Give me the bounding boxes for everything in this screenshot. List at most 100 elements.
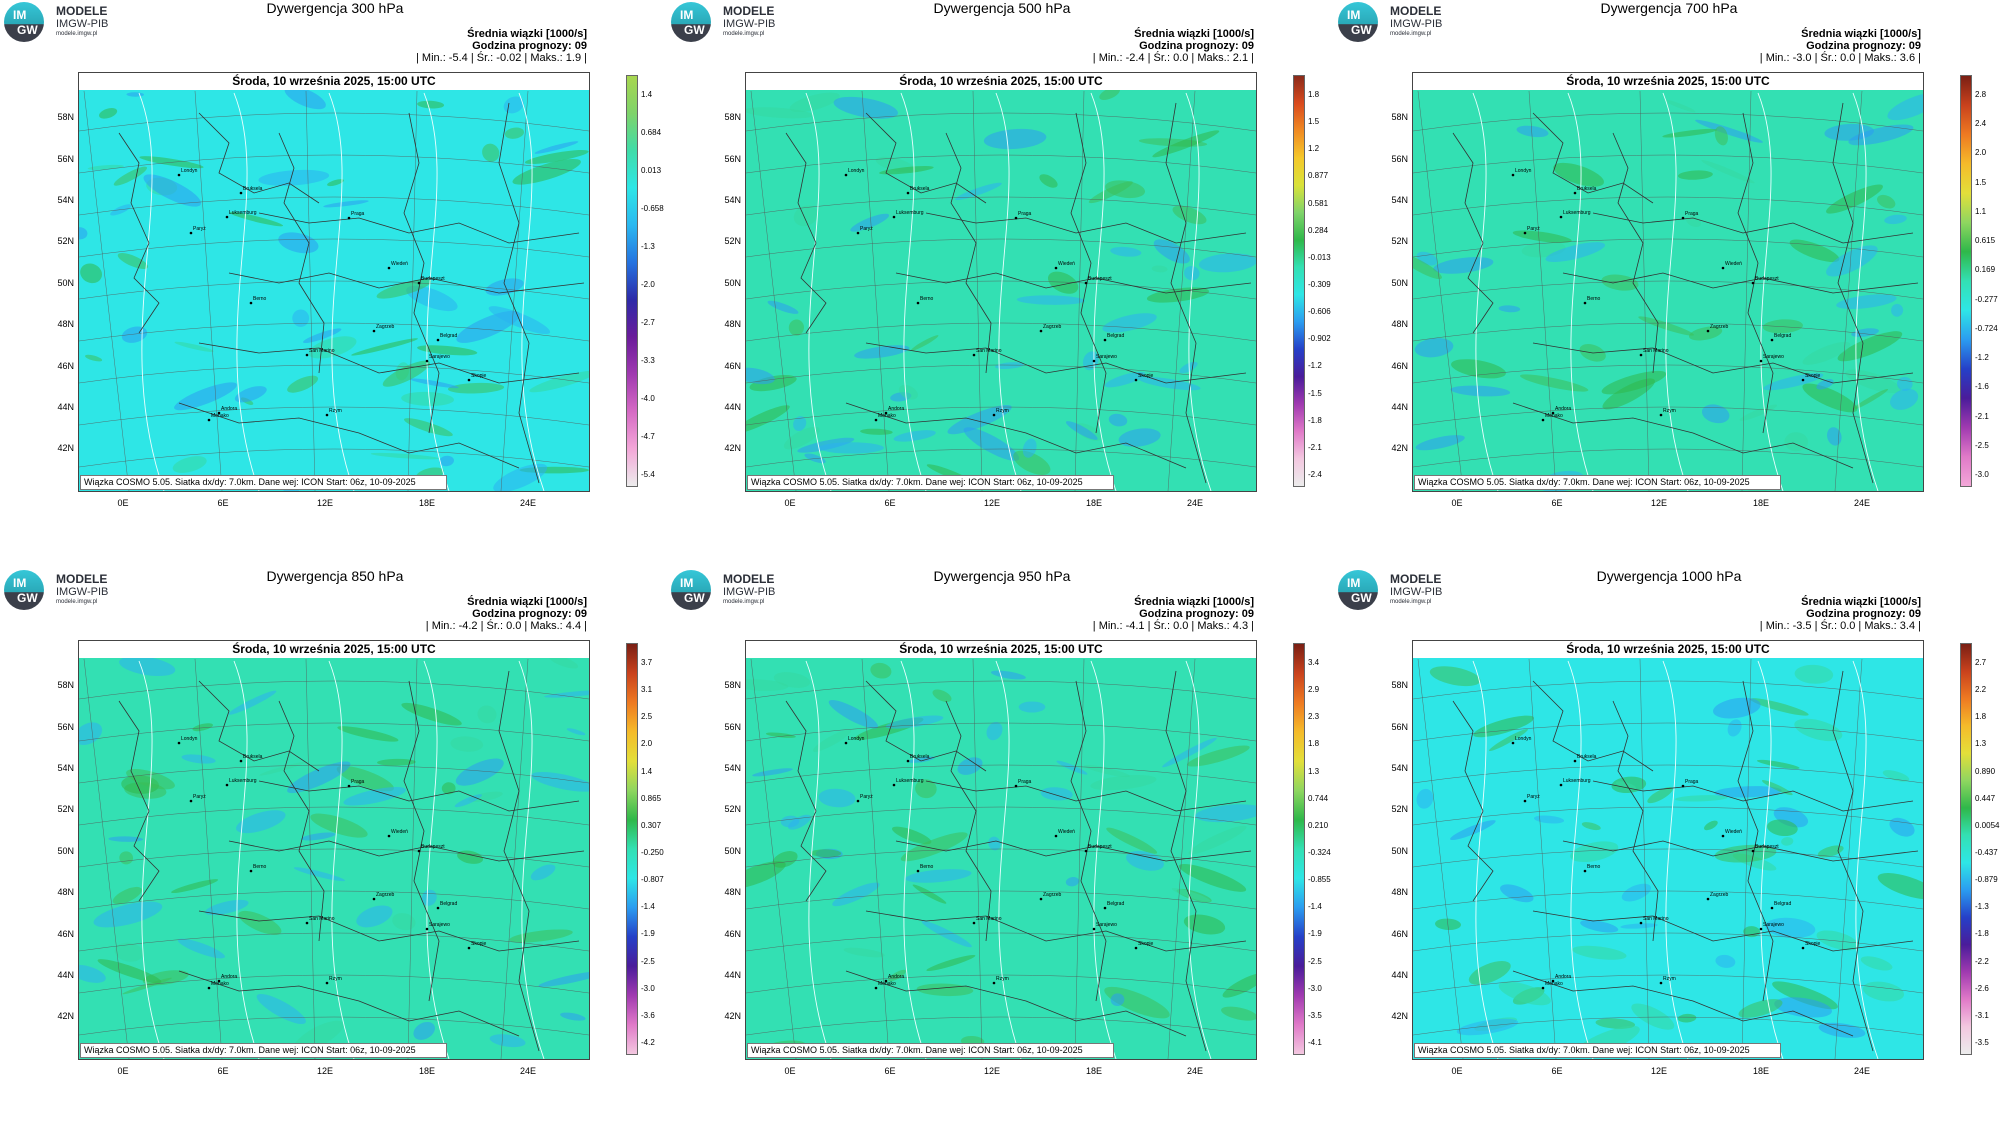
- city-label: Londyn: [181, 168, 198, 174]
- country-border: [118, 132, 160, 334]
- imgw-logo[interactable]: IM GW MODELE IMGW-PIB modele.imgw.pl: [1338, 570, 1478, 610]
- divergence-map[interactable]: Londyn Bruksela Paryż Luksemburg Berno Praga W…: [78, 640, 590, 1060]
- divergence-area: [1104, 371, 1146, 388]
- city-marker: [1523, 799, 1527, 803]
- divergence-area: [1701, 159, 1755, 184]
- city-label: Wiedeń: [391, 829, 408, 835]
- city-label: Skopje: [1805, 941, 1821, 947]
- colorbar-tick-label: 0.284: [1308, 225, 1329, 235]
- city-marker: [207, 418, 211, 422]
- divergence-map[interactable]: Londyn Bruksela Paryż Luksemburg Berno Praga W…: [78, 72, 590, 492]
- longitude-gridline: [83, 658, 130, 1059]
- city-marker: [1559, 783, 1563, 787]
- divergence-area: [900, 832, 968, 862]
- city-marker: [1511, 741, 1515, 745]
- divergence-map[interactable]: Londyn Bruksela Paryż Luksemburg Berno Praga W…: [745, 640, 1257, 1060]
- forecast-hour: Godzina prognozy: 09: [1806, 608, 1921, 620]
- city-marker: [844, 741, 848, 745]
- imgw-logo[interactable]: IM GW MODELE IMGW-PIB modele.imgw.pl: [671, 570, 811, 610]
- city-label: Bruksela: [910, 754, 930, 760]
- lat-tick-label: 52N: [1391, 236, 1408, 246]
- divergence-area: [893, 430, 936, 442]
- city-label: Sarajewo: [1096, 922, 1117, 928]
- city-marker: [1573, 759, 1577, 763]
- city-label: Berno: [253, 864, 267, 870]
- lat-tick-label: 42N: [724, 1011, 741, 1021]
- divergence-area: [1762, 319, 1803, 334]
- divergence-area: [417, 345, 478, 356]
- city-label: Paryż: [1527, 226, 1540, 232]
- divergence-area: [409, 378, 459, 389]
- city-marker: [1134, 946, 1138, 950]
- latitude-gridline: [746, 722, 1256, 742]
- forecast-hour: Godzina prognozy: 09: [1806, 40, 1921, 52]
- divergence-area: [1837, 331, 1903, 362]
- city-label: Belgrad: [440, 333, 457, 339]
- city-marker: [916, 301, 920, 305]
- divergence-area: [1183, 914, 1226, 935]
- divergence-area: [1845, 369, 1901, 394]
- colorbar-tick-label: -4.0: [641, 394, 655, 403]
- city-marker: [972, 353, 976, 357]
- latitude-gridline: [746, 890, 1256, 910]
- lat-tick-label: 56N: [57, 722, 74, 732]
- colorbar-tick-label: 1.4: [641, 766, 653, 776]
- colorbar-tick-label: 1.3: [1308, 766, 1320, 776]
- divergence-area: [915, 779, 937, 799]
- city-label: Budapeszt: [1755, 276, 1779, 282]
- divergence-area: [99, 107, 118, 119]
- lat-tick-label: 44N: [724, 970, 741, 980]
- latitude-gridline: [746, 238, 1256, 258]
- city-label: Luksemburg: [896, 210, 924, 216]
- latitude-gridline: [79, 890, 589, 910]
- colorbar-tick-label: -3.0: [1308, 983, 1322, 993]
- city-label: Rzym: [996, 408, 1009, 414]
- city-marker: [916, 869, 920, 873]
- divergence-area: [1781, 837, 1794, 846]
- divergence-area: [1018, 701, 1046, 713]
- lon-tick-label: 0E: [117, 498, 129, 508]
- divergence-map[interactable]: Londyn Bruksela Paryż Luksemburg Berno Praga W…: [1412, 640, 1924, 1060]
- city-marker: [992, 981, 996, 985]
- lat-tick-label: 44N: [1391, 402, 1408, 412]
- city-marker: [1583, 301, 1587, 305]
- forecast-panel-2: IM GW MODELE IMGW-PIB modele.imgw.pl Dyw…: [667, 0, 1334, 560]
- city-marker: [305, 353, 309, 357]
- colorbar-tick-label: 1.3: [1975, 739, 1987, 749]
- city-marker: [884, 411, 888, 415]
- city-label: Luksemburg: [1563, 778, 1591, 784]
- divergence-area: [376, 279, 432, 299]
- divergence-area: [1739, 404, 1778, 421]
- city-label: Rzym: [1663, 976, 1676, 982]
- latitude-gridline: [79, 806, 589, 826]
- divergence-area: [1533, 815, 1565, 824]
- imgw-logo[interactable]: IM GW MODELE IMGW-PIB modele.imgw.pl: [671, 2, 811, 42]
- city-marker: [436, 906, 440, 910]
- lat-tick-label: 48N: [724, 319, 741, 329]
- imgw-logo[interactable]: IM GW MODELE IMGW-PIB modele.imgw.pl: [4, 570, 144, 610]
- country-border: [785, 700, 827, 902]
- city-marker: [844, 173, 848, 177]
- longitude-gridline: [407, 658, 418, 1059]
- divergence-area: [1433, 257, 1494, 274]
- lat-tick-label: 56N: [57, 154, 74, 164]
- divergence-area: [788, 814, 811, 830]
- colorbar-tick-label: -1.6: [1975, 382, 1989, 392]
- city-marker: [874, 986, 878, 990]
- city-label: San Marino: [309, 348, 335, 354]
- city-marker: [1706, 897, 1710, 901]
- imgw-logo[interactable]: IM GW MODELE IMGW-PIB modele.imgw.pl: [1338, 2, 1478, 42]
- colorbar-tick-label: -1.2: [1975, 353, 1989, 363]
- country-border: [178, 970, 520, 1037]
- forecast-panel-1: IM GW MODELE IMGW-PIB modele.imgw.pl Dyw…: [0, 0, 667, 560]
- lon-tick-label: 0E: [117, 1066, 129, 1076]
- colorbar-tick-label: 2.2: [1975, 685, 1987, 695]
- imgw-logo[interactable]: IM GW MODELE IMGW-PIB modele.imgw.pl: [4, 2, 144, 42]
- longitude-gridline: [1528, 658, 1557, 1059]
- colorbar-tick-label: 2.4: [1975, 119, 1987, 129]
- forecast-hour: Godzina prognozy: 09: [1139, 40, 1254, 52]
- divergence-map[interactable]: Londyn Bruksela Paryż Luksemburg Berno Praga W…: [1412, 72, 1924, 492]
- divergence-area: [1153, 239, 1190, 264]
- divergence-map[interactable]: Londyn Bruksela Paryż Luksemburg Berno Praga W…: [745, 72, 1257, 492]
- city-marker: [1014, 784, 1018, 788]
